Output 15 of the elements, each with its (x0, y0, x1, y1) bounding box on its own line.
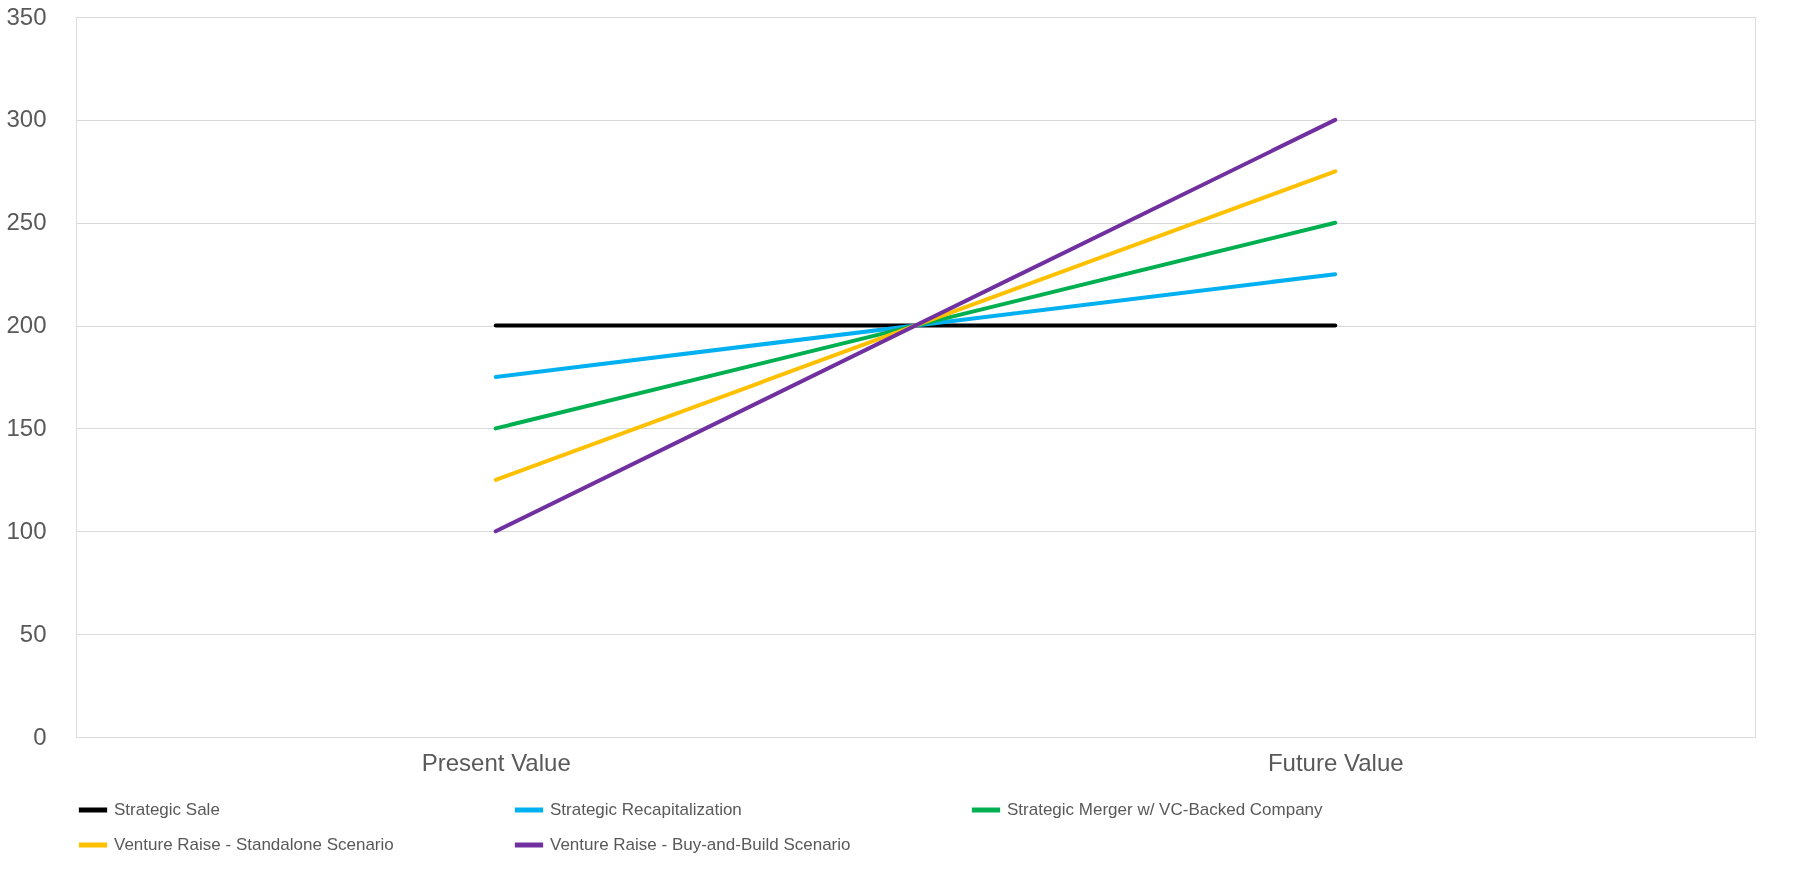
legend-label: Venture Raise - Standalone Scenario (114, 835, 394, 854)
legend-label: Strategic Merger w/ VC-Backed Company (1007, 800, 1324, 819)
x-tick-label: Present Value (421, 748, 571, 776)
y-tick-label: 350 (6, 2, 47, 30)
y-tick-label: 0 (33, 722, 47, 750)
legend-label: Strategic Recapitalization (550, 800, 742, 819)
y-tick-label: 300 (6, 105, 47, 133)
y-tick-label: 50 (19, 619, 47, 647)
legend-label: Strategic Sale (114, 800, 220, 819)
y-tick-label: 150 (6, 413, 47, 441)
y-tick-label: 100 (6, 516, 47, 544)
legend-label: Venture Raise - Buy-and-Build Scenario (550, 835, 851, 854)
y-tick-label: 200 (6, 311, 47, 339)
y-tick-label: 250 (6, 208, 47, 236)
x-tick-label: Future Value (1267, 748, 1404, 776)
